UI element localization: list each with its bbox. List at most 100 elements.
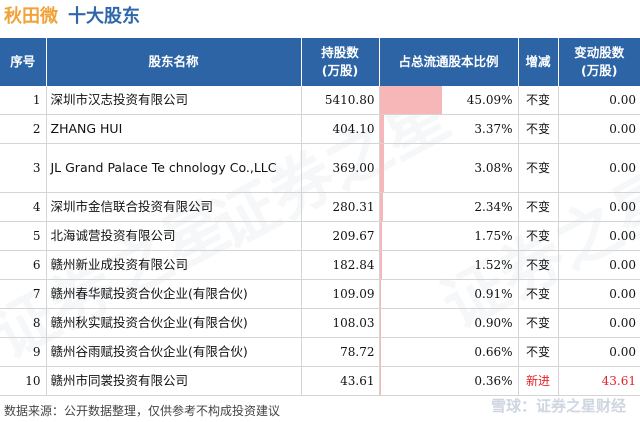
change-amount: 43.61 <box>558 366 640 396</box>
table-row: 2 ZHANG HUI 404.10 3.37% 不变 0.00 <box>0 114 640 144</box>
ratio-bar <box>379 222 382 250</box>
change-amount: 0.00 <box>558 308 640 338</box>
ratio-cell: 0.90% <box>379 308 519 338</box>
row-index: 2 <box>0 114 47 144</box>
shareholder-name: 赣州新业成投资有限公司 <box>46 250 302 280</box>
shareholder-name: 赣州市同裳投资有限公司 <box>46 366 302 396</box>
change-status: 新进 <box>518 366 559 396</box>
table-row: 5 北海诚营投资有限公司 209.67 1.75% 不变 0.00 <box>0 221 640 251</box>
ratio-value: 2.34% <box>474 200 513 214</box>
table-row: 8 赣州秋实赋投资合伙企业(有限合伙) 108.03 0.90% 不变 0.00 <box>0 308 640 338</box>
ratio-bar <box>379 280 381 308</box>
ratio-cell: 0.91% <box>379 279 519 309</box>
change-status: 不变 <box>518 308 559 338</box>
ratio-value: 3.37% <box>474 122 513 136</box>
col-header-name: 股东名称 <box>46 38 302 86</box>
col-header-amount: 变动股数 (万股) <box>558 38 640 86</box>
row-index: 6 <box>0 250 47 280</box>
table-row: 3 JL Grand Palace Te chnology Co.,LLC 369.… <box>0 143 640 193</box>
change-status: 不变 <box>518 250 559 280</box>
shares-value: 5410.80 <box>301 86 380 115</box>
ratio-bar <box>379 338 381 366</box>
ratio-cell: 2.34% <box>379 192 519 222</box>
ratio-bar <box>379 86 442 114</box>
ratio-value: 0.36% <box>474 374 513 388</box>
shares-value: 43.61 <box>301 366 380 396</box>
shareholder-name: ZHANG HUI <box>46 114 302 144</box>
change-amount: 0.00 <box>558 250 640 280</box>
ratio-value: 0.90% <box>474 316 513 330</box>
shares-value: 280.31 <box>301 192 380 222</box>
ratio-cell: 45.09% <box>379 86 519 115</box>
ratio-cell: 0.36% <box>379 366 519 396</box>
change-amount: 0.00 <box>558 143 640 193</box>
shares-value: 182.84 <box>301 250 380 280</box>
shares-value: 369.00 <box>301 143 380 193</box>
shares-value: 78.72 <box>301 337 380 367</box>
table-row: 10 赣州市同裳投资有限公司 43.61 0.36% 新进 43.61 <box>0 366 640 396</box>
ratio-value: 0.66% <box>474 345 513 359</box>
change-amount: 0.00 <box>558 279 640 309</box>
shareholder-name: 深圳市汉志投资有限公司 <box>46 86 302 115</box>
ratio-value: 3.08% <box>474 161 513 175</box>
row-index: 7 <box>0 279 47 309</box>
col-header-index: 序号 <box>0 38 47 86</box>
ratio-cell: 0.66% <box>379 337 519 367</box>
shareholder-name: 赣州春华赋投资合伙企业(有限合伙) <box>46 279 302 309</box>
col-header-change: 增减 <box>518 38 559 86</box>
ratio-value: 0.91% <box>474 287 513 301</box>
table-row: 7 赣州春华赋投资合伙企业(有限合伙) 109.09 0.91% 不变 0.00 <box>0 279 640 309</box>
change-amount: 0.00 <box>558 114 640 144</box>
ratio-value: 45.09% <box>466 93 513 107</box>
shareholders-table: 序号 股东名称 持股数 (万股) 占总流通股本比例 增减 变动股数 (万股) 1… <box>0 38 640 396</box>
brand-watermark: 雪球：证券之星财经 <box>490 397 626 415</box>
row-index: 1 <box>0 86 47 115</box>
ratio-bar <box>379 115 385 143</box>
row-index: 4 <box>0 192 47 222</box>
ratio-bar <box>379 309 381 337</box>
ratio-value: 1.52% <box>474 258 513 272</box>
change-amount: 0.00 <box>558 337 640 367</box>
ratio-cell: 1.52% <box>379 250 519 280</box>
shares-value: 209.67 <box>301 221 380 251</box>
ratio-cell: 3.08% <box>379 143 519 193</box>
section-title: 十大股东 <box>68 6 140 27</box>
shares-value: 109.09 <box>301 279 380 309</box>
ratio-cell: 1.75% <box>379 221 519 251</box>
change-status: 不变 <box>518 143 559 193</box>
table-row: 1 深圳市汉志投资有限公司 5410.80 45.09% 不变 0.00 <box>0 86 640 115</box>
ratio-bar <box>379 193 383 221</box>
table-row: 4 深圳市金信联合投资有限公司 280.31 2.34% 不变 0.00 <box>0 192 640 222</box>
shareholder-name: 赣州秋实赋投资合伙企业(有限合伙) <box>46 308 302 338</box>
change-status: 不变 <box>518 86 559 115</box>
table-row: 9 赣州谷雨赋投资合伙企业(有限合伙) 78.72 0.66% 不变 0.00 <box>0 337 640 367</box>
ratio-cell: 3.37% <box>379 114 519 144</box>
change-status: 不变 <box>518 192 559 222</box>
row-index: 3 <box>0 143 47 193</box>
ratio-value: 1.75% <box>474 229 513 243</box>
row-index: 9 <box>0 337 47 367</box>
ratio-bar <box>379 251 382 279</box>
data-source-note: 数据来源：公开数据整理，仅供参考不构成投资建议 <box>4 404 281 418</box>
shareholder-name: 北海诚营投资有限公司 <box>46 221 302 251</box>
table-row: 6 赣州新业成投资有限公司 182.84 1.52% 不变 0.00 <box>0 250 640 280</box>
shareholder-name: 深圳市金信联合投资有限公司 <box>46 192 302 222</box>
change-status: 不变 <box>518 337 559 367</box>
shares-value: 108.03 <box>301 308 380 338</box>
page-title: 秋田微 十大股东 <box>4 4 140 30</box>
change-status: 不变 <box>518 221 559 251</box>
col-header-ratio: 占总流通股本比例 <box>379 38 519 86</box>
row-index: 5 <box>0 221 47 251</box>
change-amount: 0.00 <box>558 86 640 115</box>
change-amount: 0.00 <box>558 221 640 251</box>
row-index: 10 <box>0 366 47 396</box>
change-status: 不变 <box>518 279 559 309</box>
shareholder-name: JL Grand Palace Te chnology Co.,LLC <box>46 143 302 193</box>
change-status: 不变 <box>518 114 559 144</box>
change-amount: 0.00 <box>558 192 640 222</box>
col-header-shares: 持股数 (万股) <box>301 38 380 86</box>
table-header-row: 序号 股东名称 持股数 (万股) 占总流通股本比例 增减 变动股数 (万股) <box>0 38 640 86</box>
shareholder-name: 赣州谷雨赋投资合伙企业(有限合伙) <box>46 337 302 367</box>
row-index: 8 <box>0 308 47 338</box>
ratio-bar <box>379 144 384 192</box>
